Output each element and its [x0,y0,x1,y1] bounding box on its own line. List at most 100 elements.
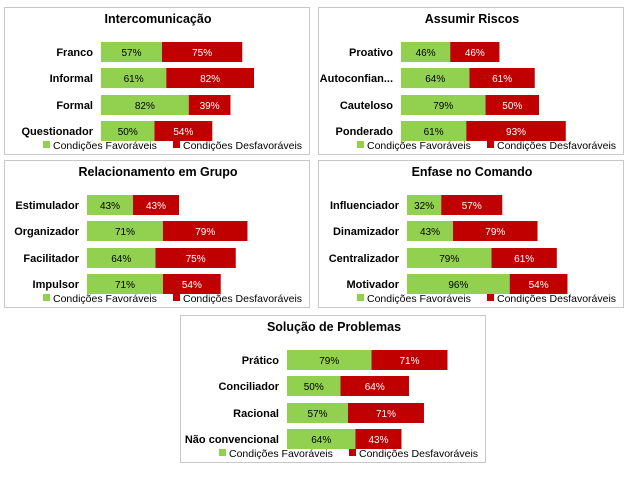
legend-label-desfavoravel: Condições Desfavoráveis [497,293,616,305]
data-label-favoravel: 50% [118,127,138,138]
bar-favoravel [401,95,486,115]
category-label: Autoconfian... [320,73,393,85]
legend-label-favoravel: Condições Favoráveis [367,293,471,305]
bar-desfavoravel [166,68,255,88]
bar-favoravel [407,274,510,294]
data-label-favoravel: 79% [319,356,339,367]
data-label-desfavoravel: 61% [514,254,534,265]
category-label: Estimulador [15,200,79,212]
category-label: Formal [56,100,93,112]
legend-label-favoravel: Condições Favoráveis [367,140,471,152]
bar-desfavoravel [485,95,540,115]
data-label-desfavoravel: 43% [368,435,388,446]
bar-desfavoravel [161,42,243,62]
legend-label-desfavoravel: Condições Desfavoráveis [359,448,478,460]
category-label: Proativo [349,47,393,59]
data-label-desfavoravel: 79% [195,227,215,238]
chart-title: Relacionamento em Grupo [78,165,237,179]
data-label-desfavoravel: 93% [506,127,526,138]
data-label-favoravel: 79% [433,101,453,112]
data-label-favoravel: 46% [416,48,436,59]
data-label-desfavoravel: 71% [400,356,420,367]
data-label-desfavoravel: 43% [146,201,166,212]
chart-svg: Solução de Problemas Prático 79% 71% Concili… [185,320,478,460]
data-label-desfavoravel: 57% [462,201,482,212]
bar-desfavoravel [509,274,568,294]
legend-label-favoravel: Condições Favoráveis [53,140,157,152]
bar-favoravel [87,195,134,215]
data-label-favoravel: 79% [439,254,459,265]
chart-svg: Enfase no Comando Influenciador 32% 57% Dina… [329,165,616,305]
legend-label-desfavoravel: Condições Desfavoráveis [497,140,616,152]
chart-title: Intercomunicação [105,12,212,26]
chart-title: Assumir Riscos [425,12,520,26]
data-label-favoravel: 43% [100,201,120,212]
legend-swatch-desfavoravel [349,449,356,456]
bar-favoravel [407,248,492,268]
bar-favoravel [287,376,341,396]
bar-desfavoravel [347,403,424,423]
category-label: Informal [50,73,93,85]
data-label-desfavoravel: 54% [529,280,549,291]
chart-svg: Relacionamento em Grupo Estimulador 43% 43%… [14,165,302,305]
data-label-desfavoravel: 82% [200,74,220,85]
category-label: Franco [56,47,93,59]
data-label-favoravel: 57% [307,409,327,420]
chart-panel-relacionamento-em-grupo: Relacionamento em Grupo Estimulador 43% 43%… [4,160,310,308]
category-label: Racional [233,408,279,420]
bar-desfavoravel [491,248,557,268]
bar-desfavoravel [340,376,409,396]
category-label: Conciliador [218,381,279,393]
data-label-desfavoravel: 50% [502,101,522,112]
data-label-favoravel: 64% [311,435,331,446]
bar-favoravel [407,221,454,241]
bar-desfavoravel [466,121,566,141]
chart-title: Solução de Problemas [267,320,401,334]
category-label: Cauteloso [340,100,393,112]
data-label-favoravel: 32% [414,201,434,212]
bar-desfavoravel [371,350,448,370]
bar-desfavoravel [155,248,236,268]
bar-favoravel [287,429,356,449]
legend-swatch-favoravel [219,449,226,456]
legend-label-desfavoravel: Condições Desfavoráveis [183,140,302,152]
data-label-favoravel: 64% [425,74,445,85]
data-label-favoravel: 50% [304,382,324,393]
data-label-desfavoravel: 75% [192,48,212,59]
bar-favoravel [101,68,167,88]
category-label: Influenciador [330,200,400,212]
category-label: Impulsor [33,279,80,291]
data-label-favoravel: 57% [121,48,141,59]
bar-favoravel [401,42,451,62]
category-label: Organizador [14,226,80,238]
bar-favoravel [407,195,442,215]
legend-swatch-favoravel [43,294,50,301]
category-label: Questionador [21,126,93,138]
legend-swatch-desfavoravel [173,141,180,148]
bar-desfavoravel [355,429,402,449]
legend-swatch-desfavoravel [173,294,180,301]
legend-swatch-favoravel [357,141,364,148]
legend-label-favoravel: Condições Favoráveis [229,448,333,460]
bar-desfavoravel [162,274,221,294]
category-label: Ponderado [336,126,394,138]
bar-favoravel [287,403,348,423]
chart-panel-assumir-riscos: Assumir Riscos Proativo 46% 46% Autoconfian.… [318,7,624,155]
bar-desfavoravel [450,42,500,62]
data-label-desfavoravel: 46% [465,48,485,59]
chart-panel-solucao-de-problemas: Solução de Problemas Prático 79% 71% Concili… [180,315,486,463]
category-label: Prático [242,355,280,367]
bar-favoravel [287,350,372,370]
bar-favoravel [401,121,467,141]
data-label-favoravel: 71% [115,280,135,291]
category-label: Não convencional [185,434,279,446]
legend-label-desfavoravel: Condições Desfavoráveis [183,293,302,305]
bar-favoravel [87,221,163,241]
bar-desfavoravel [469,68,535,88]
bar-favoravel [87,274,163,294]
data-label-desfavoravel: 39% [200,101,220,112]
category-label: Centralizador [329,253,400,265]
data-label-favoravel: 43% [420,227,440,238]
legend-label-favoravel: Condições Favoráveis [53,293,157,305]
bar-desfavoravel [441,195,503,215]
